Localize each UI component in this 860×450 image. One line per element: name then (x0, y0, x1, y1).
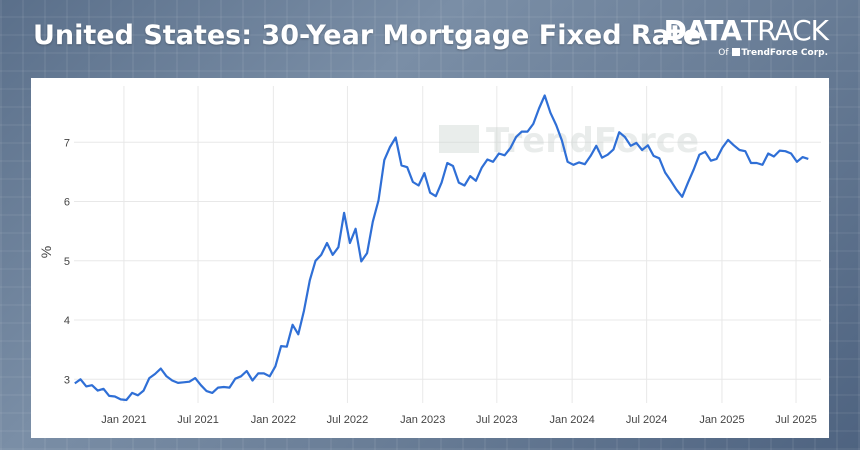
y-tick-label: 7 (64, 137, 70, 149)
series-line (74, 94, 809, 402)
x-tick-label: Jan 2023 (400, 414, 445, 426)
brand-name-bold: DATA (663, 14, 742, 47)
y-tick-label: 5 (64, 256, 70, 268)
page-title: United States: 30-Year Mortgage Fixed Ra… (33, 20, 702, 51)
y-axis-label: % (38, 246, 54, 258)
brand-name: DATATRACK (663, 14, 829, 47)
x-tick-label: Jan 2022 (251, 414, 296, 426)
y-tick-label: 4 (64, 315, 70, 327)
brand-tagline: Of TrendForce Corp. (664, 48, 828, 58)
brand-logo: DATATRACK Of TrendForce Corp. (663, 14, 829, 59)
x-tick-label: Jan 2025 (699, 414, 744, 426)
x-tick-label: Jul 2022 (327, 414, 369, 426)
brand-name-light: TRACK (741, 14, 829, 47)
x-tick-label: Jul 2024 (626, 414, 668, 426)
y-axis-ticks: 3 4 5 6 7 (64, 137, 70, 386)
chart-series (74, 94, 809, 402)
watermark-text: TrendForce (486, 121, 699, 161)
y-tick-label: 3 (64, 374, 70, 386)
x-tick-label: Jul 2025 (775, 414, 817, 426)
chart-watermark: TrendForce (439, 121, 699, 161)
chart-grid (74, 86, 821, 403)
x-tick-label: Jul 2021 (177, 414, 219, 426)
watermark-logo-icon (439, 125, 479, 153)
x-tick-label: Jul 2023 (476, 414, 518, 426)
x-tick-label: Jan 2021 (101, 414, 146, 426)
brand-tagline-corp: TrendForce Corp. (741, 48, 828, 58)
x-tick-label: Jan 2024 (550, 414, 595, 426)
trendforce-mark-icon (732, 48, 741, 56)
x-axis-ticks: Jan 2021 Jul 2021 Jan 2022 Jul 2022 Jan 2023… (101, 414, 817, 426)
brand-tagline-prefix: Of (718, 48, 729, 58)
y-tick-label: 6 (64, 197, 70, 209)
